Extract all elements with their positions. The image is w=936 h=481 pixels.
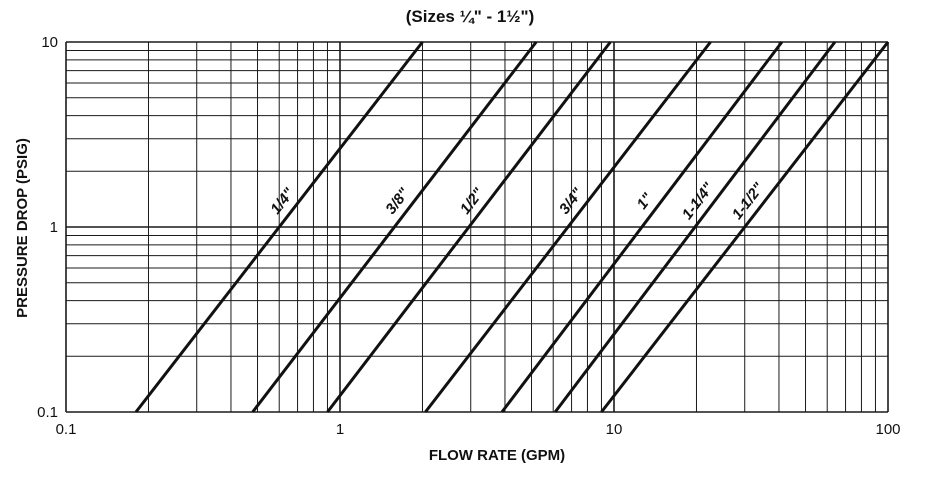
- series-line: [134, 41, 424, 413]
- series-label: 1": [633, 189, 656, 212]
- y-tick-label: 0.1: [37, 404, 58, 421]
- series-line: [251, 41, 538, 413]
- tick-labels: 0.1 1 10 100 0.1 1 10: [37, 34, 900, 438]
- series-label: 1/2": [457, 184, 488, 217]
- x-tick-label: 0.1: [56, 421, 77, 438]
- series-labels: 1/4" 3/8" 1/2" 3/4" 1" 1-1/4" 1-1/2": [267, 179, 768, 223]
- chart-title: (Sizes ¼" - 1½"): [406, 7, 535, 26]
- grid: [65, 41, 889, 413]
- y-tick-label: 1: [50, 219, 58, 236]
- x-tick-label: 100: [875, 421, 900, 438]
- x-axis-title: FLOW RATE (GPM): [429, 447, 565, 464]
- y-tick-label: 10: [41, 34, 58, 51]
- x-tick-label: 10: [606, 421, 623, 438]
- y-axis-title: PRESSURE DROP (PSIG): [14, 138, 31, 318]
- series-label: 3/8": [382, 184, 413, 217]
- series-line: [553, 41, 837, 413]
- series-label: 1-1/2": [729, 179, 768, 223]
- x-tick-label: 1: [336, 421, 344, 438]
- series-label: 1/4": [267, 184, 298, 217]
- series-line: [500, 41, 784, 413]
- series-line: [424, 41, 712, 413]
- series-label: 3/4": [556, 184, 587, 217]
- series-line: [600, 41, 890, 413]
- series-label: 1-1/4": [679, 179, 718, 223]
- series-lines: [134, 41, 890, 413]
- series-line: [326, 41, 612, 413]
